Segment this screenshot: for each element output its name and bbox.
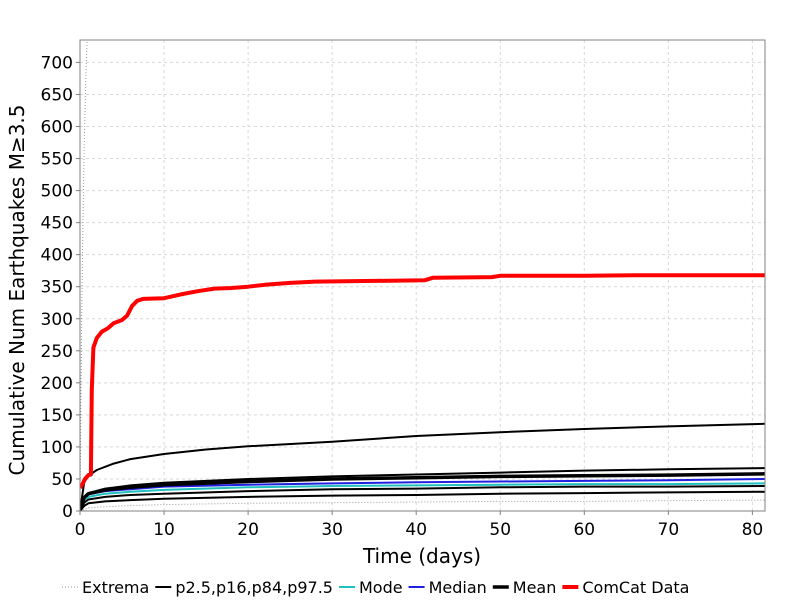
plot-border — [79, 39, 766, 512]
x-axis: 0 10 20 30 40 50 60 70 80 — [75, 511, 764, 540]
series-line-1 — [80, 499, 765, 511]
y-tick-label: 600 — [41, 118, 73, 138]
x-tick-label: 10 — [153, 520, 175, 540]
y-tick-label: 550 — [41, 150, 73, 170]
y-tick-label: 50 — [51, 470, 73, 490]
series-line-5 — [80, 490, 765, 511]
series-layer — [80, 40, 765, 511]
y-tick-label: 500 — [41, 182, 73, 202]
y-axis-title: Cumulative Num Earthquakes M≥3.5 — [5, 104, 29, 475]
x-tick-label: 20 — [237, 520, 259, 540]
series-line-6 — [80, 482, 765, 511]
legend: Extrema p2.5,p16,p84,p97.5 Mode Median Mean C… — [62, 578, 689, 597]
y-tick-label: 150 — [41, 406, 73, 426]
legend-label: ComCat Data — [582, 578, 689, 597]
x-axis-title: Time (days) — [362, 544, 481, 568]
legend-label: Mean — [513, 578, 557, 597]
y-tick-label: 350 — [41, 278, 73, 298]
x-tick-label: 80 — [742, 520, 764, 540]
series-line-8 — [80, 472, 765, 511]
x-tick-label: 30 — [321, 520, 343, 540]
y-tick-label: 650 — [41, 85, 73, 105]
y-tick-label: 450 — [41, 214, 73, 234]
y-tick-label: 200 — [41, 374, 73, 394]
series-line-9 — [80, 273, 765, 489]
y-axis: 0 50 100 150 200 250 300 350 400 450 500 550 600 650 7… — [41, 53, 80, 522]
series-line-4 — [80, 485, 765, 511]
x-tick-label: 0 — [75, 520, 86, 540]
x-tick-label: 60 — [573, 520, 595, 540]
y-tick-label: 250 — [41, 342, 73, 362]
x-tick-label: 50 — [489, 520, 511, 540]
legend-label: p2.5,p16,p84,p97.5 — [175, 578, 333, 597]
legend-label: Median — [429, 578, 487, 597]
y-tick-label: 400 — [41, 246, 73, 266]
y-tick-label: 0 — [62, 502, 73, 522]
x-tick-label: 40 — [405, 520, 427, 540]
legend-label: Extrema — [82, 578, 149, 597]
y-tick-label: 300 — [41, 310, 73, 330]
x-tick-label: 70 — [658, 520, 680, 540]
legend-label: Mode — [359, 578, 403, 597]
y-tick-label: 700 — [41, 53, 73, 73]
series-line-0 — [80, 40, 88, 511]
y-tick-label: 100 — [41, 438, 73, 458]
